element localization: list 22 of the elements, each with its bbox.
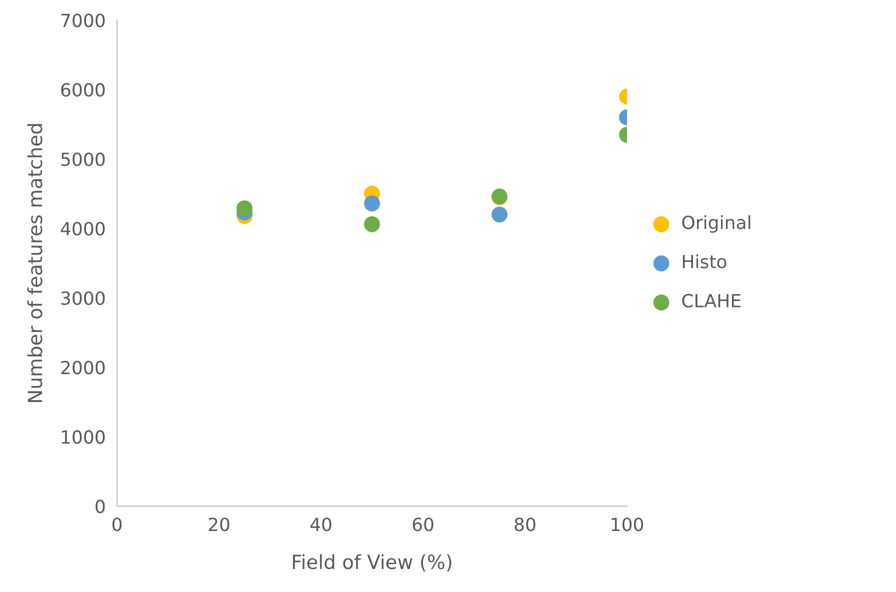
x-tick-label: 0 (112, 518, 122, 532)
legend-label: CLAHE (682, 294, 740, 308)
y-tick-label: 4000 (60, 222, 105, 236)
legend-label: Histo (682, 254, 726, 268)
point (364, 195, 380, 212)
y-tick-label: 5000 (61, 152, 105, 166)
y-tick-label: 7000 (61, 14, 105, 28)
y-tick-label: 6000 (61, 83, 105, 97)
x-tick-label: 80 (514, 518, 536, 532)
x-axis-title: Field of View (%) (292, 554, 452, 572)
y-tick-label: 0 (96, 500, 105, 514)
x-tick-label: 20 (208, 518, 230, 532)
point (364, 216, 380, 232)
y-axis-title: Number of features matched (27, 124, 42, 402)
x-tick-label: 60 (412, 518, 434, 532)
x-tick-label: 100 (612, 518, 644, 532)
legend-label: Original (682, 215, 750, 233)
y-tick-label: 1000 (62, 430, 105, 444)
y-tick-label: 2000 (61, 360, 105, 374)
y-tick-label: 3000 (61, 291, 105, 305)
x-tick-label: 40 (310, 518, 332, 532)
point (236, 200, 252, 216)
